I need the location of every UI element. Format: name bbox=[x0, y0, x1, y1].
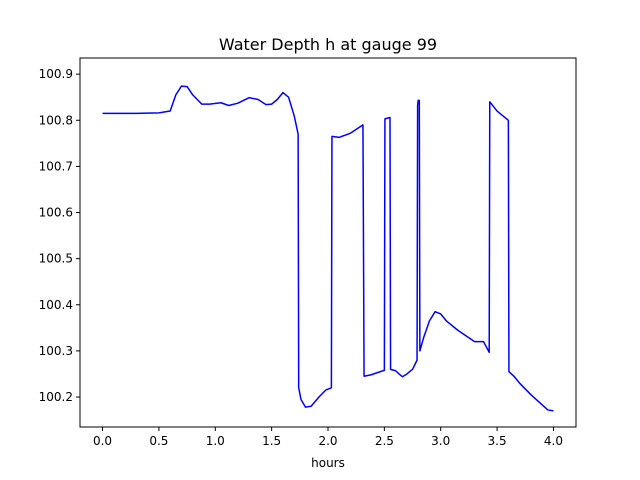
y-tick-label: 100.5 bbox=[39, 252, 73, 266]
y-tick-label: 100.2 bbox=[39, 390, 73, 404]
y-tick-label: 100.6 bbox=[39, 206, 73, 220]
x-tick-label: 1.5 bbox=[262, 434, 281, 448]
y-tick-label: 100.9 bbox=[39, 67, 73, 81]
y-tick-label: 100.3 bbox=[39, 344, 73, 358]
x-tick-label: 3.5 bbox=[488, 434, 507, 448]
x-tick-label: 3.0 bbox=[431, 434, 450, 448]
y-tick-label: 100.8 bbox=[39, 113, 73, 127]
chart-title: Water Depth h at gauge 99 bbox=[219, 35, 437, 54]
series-line-0 bbox=[102, 85, 554, 412]
plot-series bbox=[102, 85, 554, 412]
x-tick-label: 4.0 bbox=[544, 434, 563, 448]
x-tick-label: 2.0 bbox=[318, 434, 337, 448]
y-tick-label: 100.7 bbox=[39, 159, 73, 173]
y-axis: 100.2 100.3 100.4 100.5 100.6 100.7 100.8 100.9 bbox=[39, 67, 80, 404]
x-tick-label: 2.5 bbox=[375, 434, 394, 448]
x-tick-label: 1.0 bbox=[206, 434, 225, 448]
y-tick-label: 100.4 bbox=[39, 298, 73, 312]
x-axis-label: hours bbox=[311, 456, 345, 470]
x-tick-label: 0.0 bbox=[93, 434, 112, 448]
x-axis: 0.0 0.5 1.0 1.5 2.0 2.5 3.0 3.5 4.0 bbox=[93, 427, 563, 448]
x-tick-label: 0.5 bbox=[149, 434, 168, 448]
